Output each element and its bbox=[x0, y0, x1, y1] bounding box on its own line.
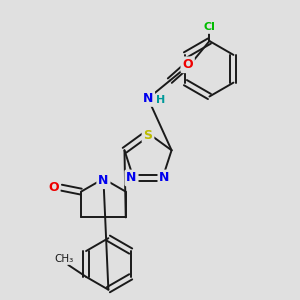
Text: N: N bbox=[126, 172, 137, 184]
Text: N: N bbox=[143, 92, 153, 105]
Text: N: N bbox=[98, 174, 109, 187]
Text: Cl: Cl bbox=[203, 22, 215, 32]
Text: N: N bbox=[159, 172, 170, 184]
Text: H: H bbox=[156, 95, 166, 106]
Text: S: S bbox=[143, 129, 152, 142]
Text: CH₃: CH₃ bbox=[55, 254, 74, 264]
Text: O: O bbox=[48, 181, 59, 194]
Text: O: O bbox=[182, 58, 193, 71]
